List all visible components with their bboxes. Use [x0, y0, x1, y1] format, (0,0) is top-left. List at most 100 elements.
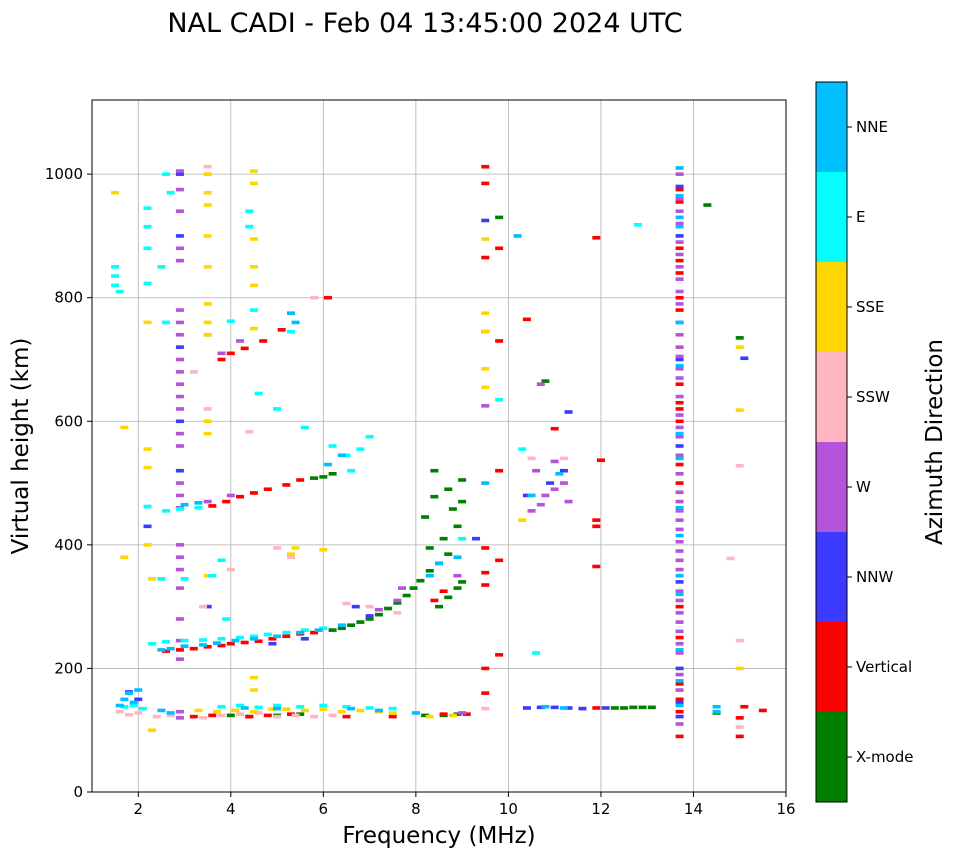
data-point [481, 164, 490, 169]
data-point [536, 382, 545, 387]
data-point [435, 561, 443, 566]
data-point [458, 499, 467, 504]
data-point [254, 639, 263, 644]
data-point [328, 628, 337, 632]
data-point [675, 573, 684, 578]
data-point [735, 463, 744, 468]
data-point [217, 558, 226, 563]
data-point [291, 546, 300, 550]
data-point [203, 172, 212, 176]
data-point [194, 501, 203, 505]
data-point [712, 709, 721, 714]
data-point [735, 336, 744, 340]
data-point [675, 666, 684, 671]
data-point [203, 320, 212, 325]
series-e [111, 172, 642, 711]
data-point [675, 558, 684, 563]
data-point [319, 707, 328, 712]
data-point [337, 709, 346, 714]
data-point [453, 524, 462, 529]
data-point [286, 552, 295, 556]
data-point [115, 289, 124, 294]
data-point [236, 703, 245, 708]
series-vertical [162, 164, 767, 739]
data-point [175, 382, 184, 387]
data-point [249, 308, 258, 312]
data-point [421, 713, 430, 718]
data-point [559, 468, 568, 473]
y-tick-label: 1000 [45, 165, 83, 183]
data-point [134, 697, 143, 702]
data-point [675, 635, 684, 640]
data-point [111, 190, 120, 195]
data-point [703, 203, 712, 207]
data-point [143, 320, 152, 325]
data-point [675, 456, 684, 461]
data-point [342, 714, 351, 719]
colorbar-segment [816, 532, 847, 622]
data-point [143, 543, 152, 547]
colorbar-tick-label: NNE [856, 118, 888, 136]
data-point [481, 385, 490, 390]
data-point [430, 598, 439, 603]
data-point [675, 382, 684, 387]
data-point [203, 573, 212, 578]
data-point [175, 332, 184, 337]
data-point [481, 255, 490, 260]
data-point [532, 651, 541, 655]
data-point [675, 419, 684, 424]
data-point [675, 271, 684, 275]
data-point [148, 577, 157, 581]
data-point [675, 505, 684, 510]
data-point [675, 648, 684, 652]
data-point [388, 711, 397, 715]
data-point [231, 708, 240, 713]
data-point [481, 404, 490, 408]
data-point [675, 376, 684, 380]
data-point [425, 569, 434, 573]
data-point [518, 447, 527, 451]
data-point [675, 620, 684, 624]
y-axis-ticks: 0 200 400 600 800 1000 [45, 165, 92, 801]
data-point [675, 481, 684, 485]
colorbar-tick-label: SSW [856, 388, 890, 406]
data-point [175, 407, 184, 411]
data-point [138, 706, 147, 711]
data-point [675, 462, 684, 467]
data-point [675, 197, 684, 201]
data-point [323, 295, 332, 300]
data-point [337, 453, 346, 458]
data-point [143, 447, 152, 451]
data-point [481, 666, 490, 671]
data-point [310, 295, 319, 300]
data-point [231, 638, 240, 643]
data-point [495, 558, 504, 563]
chart-title: NAL CADI - Feb 04 13:45:00 2024 UTC [167, 8, 682, 39]
data-point [125, 712, 134, 717]
data-point [365, 434, 374, 439]
data-point [462, 712, 471, 716]
data-point [249, 491, 258, 495]
data-point [180, 502, 189, 507]
data-point [249, 283, 258, 288]
x-axis-label: Frequency (MHz) [342, 823, 535, 849]
data-point [175, 657, 184, 661]
data-point [675, 252, 684, 257]
data-point [735, 734, 744, 739]
data-point [638, 705, 647, 710]
data-point [592, 706, 601, 710]
data-point [203, 164, 212, 169]
data-point [328, 472, 337, 476]
data-point [421, 515, 430, 519]
data-point [675, 200, 684, 204]
data-point [143, 246, 152, 251]
data-point [143, 281, 152, 286]
data-point [481, 311, 490, 315]
data-point [166, 711, 175, 715]
data-point [249, 237, 258, 241]
data-point [458, 580, 467, 584]
data-point [675, 672, 684, 677]
data-point [189, 714, 198, 719]
data-point [522, 493, 531, 498]
data-point [527, 456, 536, 461]
